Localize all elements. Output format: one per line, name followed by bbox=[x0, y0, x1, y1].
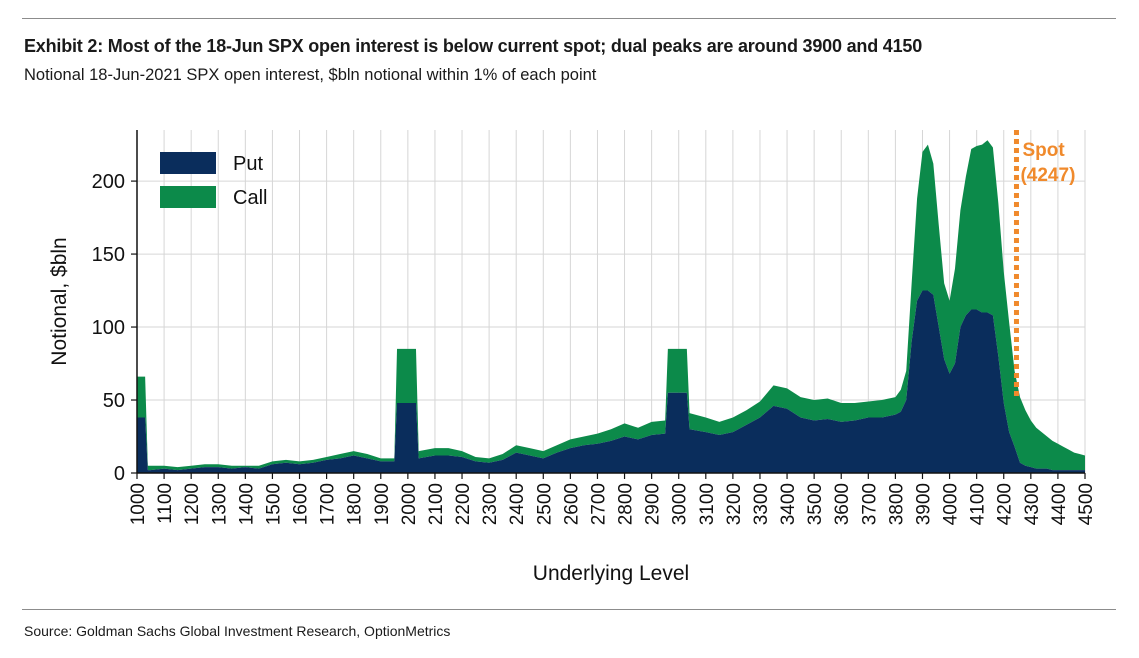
legend-swatch-call bbox=[160, 186, 216, 208]
y-tick-label: 100 bbox=[92, 317, 125, 339]
x-tick-label: 1700 bbox=[318, 483, 339, 525]
x-tick-label: 2500 bbox=[534, 483, 555, 525]
x-tick-label: 2600 bbox=[561, 483, 582, 525]
spot-marker: Spot (4247) bbox=[1013, 130, 1075, 398]
x-tick-label: 1200 bbox=[182, 483, 203, 525]
x-tick-label: 2200 bbox=[453, 483, 474, 525]
x-tick-label: 1100 bbox=[155, 483, 176, 524]
x-tick-label: 2900 bbox=[643, 483, 664, 525]
y-tick-label: 200 bbox=[92, 171, 125, 193]
x-tick-label: 3300 bbox=[751, 483, 772, 525]
chart-subtitle: Notional 18-Jun-2021 SPX open interest, … bbox=[24, 66, 597, 84]
x-tick-label: 1800 bbox=[345, 483, 366, 525]
x-tick-label: 3800 bbox=[886, 483, 907, 525]
legend-swatch-put bbox=[160, 152, 216, 174]
y-tick-label: 0 bbox=[114, 463, 125, 485]
x-tick-label: 2300 bbox=[480, 483, 501, 525]
chart-title: Exhibit 2: Most of the 18-Jun SPX open i… bbox=[24, 36, 923, 56]
legend: Put Call bbox=[160, 152, 267, 209]
x-tick-label: 3500 bbox=[805, 483, 826, 525]
axes bbox=[131, 130, 1086, 479]
x-tick-label: 3600 bbox=[832, 483, 853, 525]
x-tick-label: 3700 bbox=[859, 483, 880, 525]
x-tick-label: 2400 bbox=[507, 483, 528, 525]
x-tick-label: 4400 bbox=[1049, 483, 1070, 525]
x-tick-label: 4500 bbox=[1076, 483, 1097, 525]
put-area bbox=[137, 290, 1085, 473]
x-tick-label: 4100 bbox=[968, 483, 989, 525]
x-tick-label: 1400 bbox=[236, 483, 257, 525]
x-tick-label: 1900 bbox=[372, 483, 393, 525]
y-tick-labels: 0 50 100 150 200 bbox=[92, 171, 125, 485]
area-series bbox=[137, 140, 1085, 473]
legend-label-put: Put bbox=[233, 153, 263, 175]
x-tick-label: 3100 bbox=[697, 483, 718, 525]
x-axis-label: Underlying Level bbox=[533, 562, 689, 585]
chart-canvas: 0 50 100 150 200 1000 1100 1200 1300 1400 1500 160… bbox=[48, 130, 1097, 585]
y-axis-label: Notional, $bln bbox=[48, 237, 71, 365]
x-tick-label: 4300 bbox=[1022, 483, 1043, 525]
x-tick-label: 3400 bbox=[778, 483, 799, 525]
bottom-rule bbox=[22, 609, 1116, 610]
top-rule bbox=[22, 18, 1116, 19]
spot-value-label: (4247) bbox=[1020, 165, 1075, 186]
x-tick-label: 4200 bbox=[995, 483, 1016, 525]
x-tick-label: 2000 bbox=[399, 483, 420, 525]
x-tick-label: 3000 bbox=[670, 483, 691, 525]
spot-label: Spot bbox=[1022, 140, 1065, 161]
y-tick-label: 150 bbox=[92, 244, 125, 266]
x-tick-label: 1300 bbox=[209, 483, 230, 525]
x-tick-label: 4000 bbox=[941, 483, 962, 525]
y-tick-label: 50 bbox=[103, 390, 125, 412]
x-tick-label: 3200 bbox=[724, 483, 745, 525]
x-tick-label: 2100 bbox=[426, 483, 447, 525]
x-tick-label: 1500 bbox=[263, 483, 284, 525]
call-area bbox=[137, 140, 1085, 471]
x-tick-label: 1600 bbox=[291, 483, 312, 525]
x-tick-label: 2700 bbox=[588, 483, 609, 525]
x-tick-label: 1000 bbox=[128, 483, 149, 525]
source-note: Source: Goldman Sachs Global Investment … bbox=[24, 623, 451, 639]
x-tick-label: 2800 bbox=[616, 483, 637, 525]
x-tick-label: 3900 bbox=[913, 483, 934, 525]
legend-label-call: Call bbox=[233, 187, 267, 209]
x-tick-labels: 1000 1100 1200 1300 1400 1500 1600 1700 1800 1900… bbox=[128, 483, 1097, 525]
